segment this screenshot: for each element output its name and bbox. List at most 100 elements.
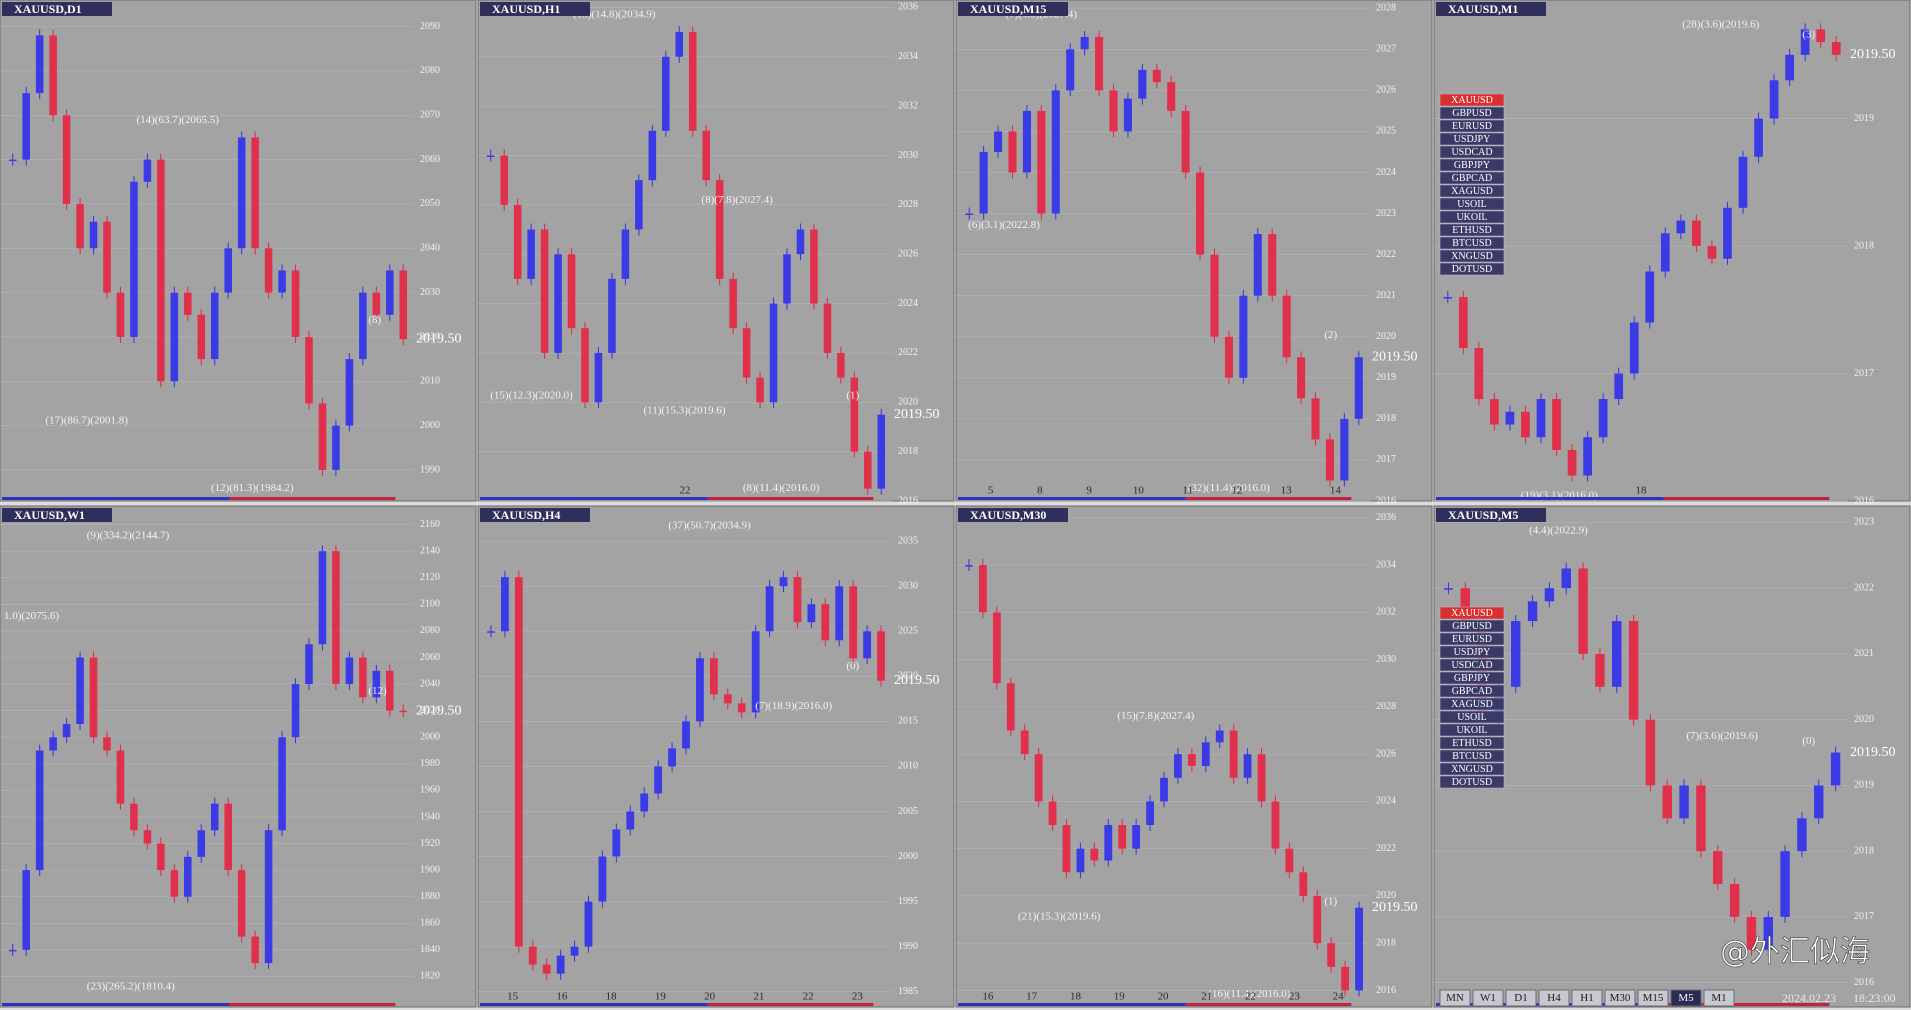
- symbol-button[interactable]: [1439, 736, 1505, 750]
- symbol-button[interactable]: [1439, 723, 1505, 737]
- symbol-button[interactable]: [1439, 132, 1505, 146]
- y-tick-label: 1880: [420, 891, 440, 902]
- y-tick-label: 1940: [420, 811, 440, 822]
- candle: [1271, 801, 1280, 849]
- candle: [1229, 730, 1238, 778]
- y-tick-label: 2120: [420, 572, 440, 583]
- symbol-button[interactable]: [1439, 197, 1505, 211]
- y-tick-label: 1820: [420, 971, 440, 982]
- y-tick-label: 2020: [1376, 890, 1396, 901]
- candle: [1051, 90, 1060, 214]
- symbol-button[interactable]: [1439, 106, 1505, 120]
- timeframe-label: H4: [1547, 992, 1561, 1004]
- symbol-button[interactable]: [1439, 210, 1505, 224]
- candle: [513, 204, 522, 279]
- current-price: 2019.50: [1850, 47, 1896, 62]
- x-tick-label: 24: [1333, 991, 1345, 1003]
- timeframe-button[interactable]: [1472, 989, 1504, 1007]
- symbol-button[interactable]: [1439, 619, 1505, 633]
- candle: [1458, 297, 1468, 349]
- y-tick-label: 2040: [420, 678, 440, 689]
- symbol-button[interactable]: [1439, 145, 1505, 159]
- panel-background: [1433, 0, 1911, 502]
- candle: [1629, 322, 1639, 374]
- candle: [1066, 49, 1075, 91]
- candle: [1713, 851, 1723, 885]
- candle: [224, 803, 232, 871]
- candle: [1282, 295, 1291, 358]
- symbol-button[interactable]: [1439, 606, 1505, 620]
- symbol-button[interactable]: [1439, 236, 1505, 250]
- symbol-button[interactable]: [1439, 249, 1505, 263]
- wave-annotation: (28)(3.6)(2019.6): [1682, 19, 1759, 31]
- title-box: [2, 2, 112, 16]
- y-tick-label: 2026: [1376, 85, 1396, 96]
- time: 18:23:00: [1853, 991, 1896, 1005]
- symbol-button[interactable]: [1439, 710, 1505, 724]
- candle: [688, 32, 697, 131]
- y-tick-label: 2021: [1376, 290, 1396, 301]
- timeframe-button[interactable]: [1637, 989, 1669, 1007]
- candle: [130, 803, 138, 831]
- symbol-button[interactable]: [1439, 749, 1505, 763]
- current-price: 2019.50: [1372, 349, 1418, 364]
- symbol-button[interactable]: [1439, 262, 1505, 276]
- timeframe-button[interactable]: [1538, 989, 1570, 1007]
- y-tick-label: 2022: [1854, 582, 1874, 593]
- symbol-button[interactable]: [1439, 645, 1505, 659]
- candle: [514, 577, 523, 947]
- candle: [594, 352, 603, 403]
- timeframe-button[interactable]: [1604, 989, 1636, 1007]
- symbol-button[interactable]: [1439, 632, 1505, 646]
- candle: [702, 130, 710, 181]
- x-tick-label: 17: [1026, 991, 1038, 1003]
- symbol-button[interactable]: [1439, 119, 1505, 133]
- symbol-button[interactable]: [1439, 93, 1505, 107]
- symbol-button[interactable]: [1439, 171, 1505, 185]
- symbol-button[interactable]: [1439, 158, 1505, 172]
- y-tick-label: 2027: [1376, 44, 1396, 55]
- candle: [979, 151, 988, 214]
- candle: [487, 631, 495, 633]
- symbol-button[interactable]: [1439, 775, 1505, 789]
- candle: [103, 221, 111, 293]
- wave-annotation: (15)(12.3)(2020.0): [490, 389, 573, 401]
- candle: [1780, 851, 1790, 917]
- x-tick-label: 9: [1086, 485, 1092, 497]
- symbol-label: USDJPY: [1454, 647, 1491, 658]
- symbol-button[interactable]: [1439, 184, 1505, 198]
- session-bar: [2, 1003, 230, 1006]
- candle: [709, 658, 718, 695]
- candle: [1662, 785, 1672, 819]
- candle: [965, 565, 973, 567]
- symbol-button[interactable]: [1439, 671, 1505, 685]
- y-tick-label: 1860: [420, 918, 440, 929]
- symbol-button[interactable]: [1439, 223, 1505, 237]
- candle: [1048, 801, 1057, 826]
- panel-title: XAUUSD,M1: [1448, 2, 1518, 16]
- candle: [1104, 825, 1113, 861]
- timeframe-button[interactable]: [1703, 989, 1735, 1007]
- timeframe-button[interactable]: [1571, 989, 1603, 1007]
- y-tick-label: 1990: [420, 464, 440, 475]
- timeframe-button[interactable]: [1670, 989, 1702, 1007]
- date: 2024.02.23: [1782, 991, 1836, 1005]
- symbol-button[interactable]: [1439, 684, 1505, 698]
- candle: [837, 352, 845, 378]
- symbol-label: EURUSD: [1452, 634, 1492, 645]
- candle: [864, 451, 872, 489]
- panel-background: [0, 0, 477, 502]
- x-tick-label: 16: [556, 991, 568, 1003]
- candle: [399, 270, 408, 340]
- symbol-button[interactable]: [1439, 658, 1505, 672]
- candle: [157, 843, 165, 871]
- symbol-button[interactable]: [1439, 697, 1505, 711]
- candle: [1660, 233, 1670, 272]
- timeframe-button[interactable]: [1505, 989, 1537, 1007]
- symbol-button[interactable]: [1439, 762, 1505, 776]
- y-tick-label: 2020: [1854, 714, 1874, 725]
- timeframe-button[interactable]: [1439, 989, 1471, 1007]
- wave-annotation: (1): [846, 389, 859, 401]
- x-tick-label: 19: [1114, 991, 1126, 1003]
- candle: [116, 750, 125, 804]
